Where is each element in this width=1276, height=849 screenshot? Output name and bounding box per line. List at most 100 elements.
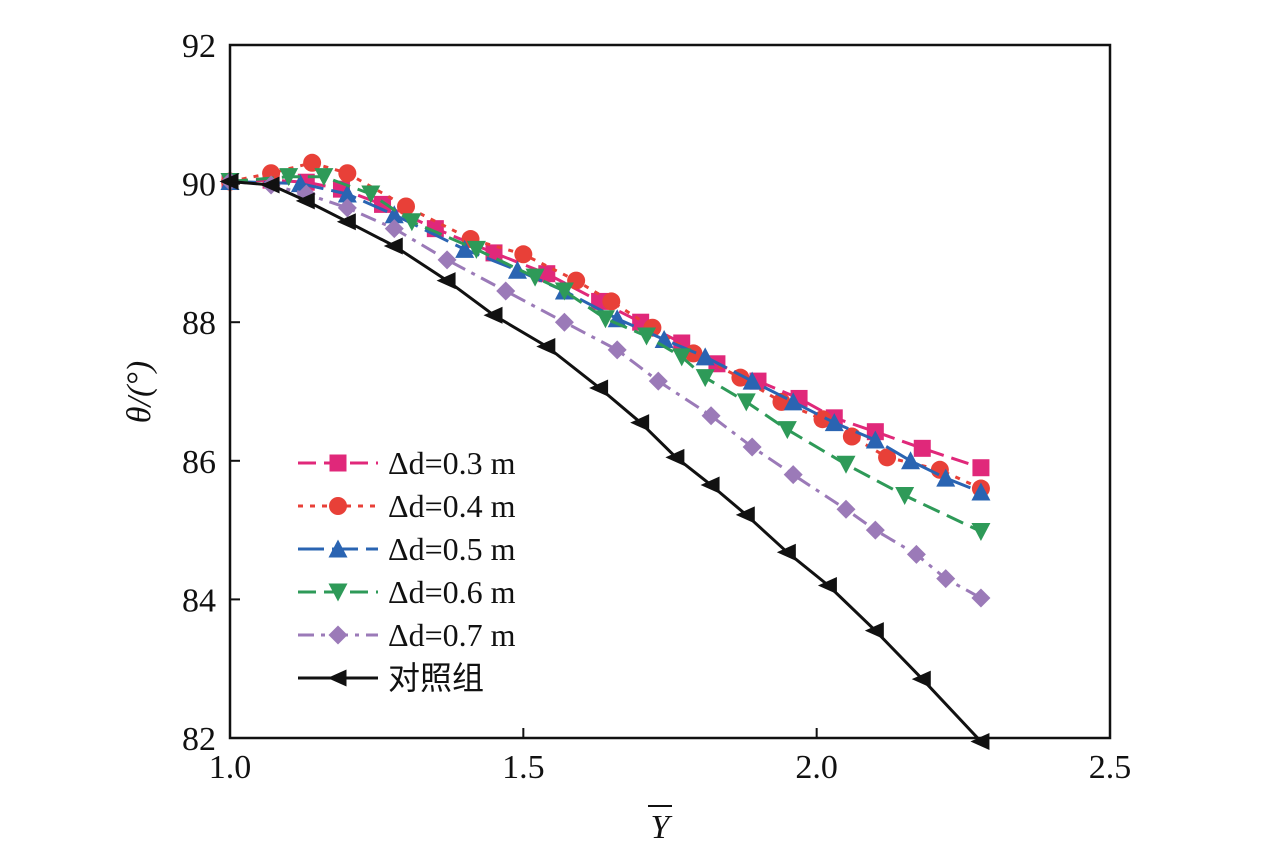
- data-point: [865, 520, 885, 540]
- data-point: [824, 413, 844, 432]
- data-point: [279, 168, 299, 187]
- data-point: [901, 451, 921, 470]
- data-point: [554, 282, 574, 301]
- data-point: [813, 410, 832, 429]
- series-3: [220, 172, 991, 501]
- data-point: [361, 185, 381, 204]
- series-layer: [219, 153, 991, 750]
- data-point: [397, 197, 415, 216]
- legend-entry: Δd=0.4 m: [298, 488, 516, 524]
- legend-entry: 对照组: [298, 660, 484, 696]
- data-point: [637, 327, 657, 346]
- x-tick-label: 2.0: [795, 749, 838, 786]
- data-point: [602, 292, 621, 311]
- data-point: [630, 414, 650, 432]
- data-point: [514, 245, 533, 264]
- y-tick-label: 90: [182, 167, 216, 204]
- legend-marker: [328, 539, 348, 558]
- data-point: [672, 348, 692, 367]
- data-point: [607, 340, 627, 360]
- x-tick-label: 1.0: [209, 749, 252, 786]
- data-point: [895, 486, 915, 505]
- data-point: [525, 268, 545, 287]
- data-point: [554, 312, 574, 332]
- legend-label: Δd=0.3 m: [388, 445, 516, 481]
- data-point: [384, 219, 404, 239]
- data-point: [865, 430, 885, 449]
- legend-marker: [327, 669, 347, 687]
- data-point: [971, 482, 991, 501]
- x-axis-title: Y: [651, 809, 673, 846]
- data-point: [483, 306, 503, 324]
- data-point: [665, 448, 685, 466]
- legend-label: Δd=0.5 m: [388, 531, 516, 567]
- data-point: [936, 468, 956, 487]
- data-point: [836, 499, 856, 519]
- data-point: [338, 164, 357, 183]
- data-point: [971, 522, 991, 541]
- data-point: [864, 622, 884, 640]
- data-point: [589, 379, 609, 397]
- series-4: [220, 168, 991, 541]
- data-point: [384, 205, 404, 224]
- legend-entry: Δd=0.3 m: [298, 445, 516, 481]
- data-point: [595, 310, 615, 329]
- data-point: [337, 184, 357, 203]
- y-tick-label: 82: [182, 721, 216, 758]
- legend-marker: [328, 625, 348, 645]
- data-point: [314, 168, 334, 187]
- data-point: [295, 192, 315, 210]
- data-point: [700, 476, 720, 494]
- data-point: [485, 244, 503, 262]
- y-tick-label: 92: [182, 28, 216, 65]
- data-point: [842, 427, 861, 446]
- legend-marker: [328, 583, 348, 602]
- data-point: [783, 465, 803, 485]
- series-line: [229, 175, 982, 533]
- data-point: [648, 371, 668, 391]
- data-point: [536, 337, 556, 355]
- data-point: [742, 437, 762, 457]
- legend-entry: Δd=0.5 m: [298, 531, 516, 567]
- data-point: [906, 544, 926, 564]
- data-point: [695, 369, 715, 388]
- legend-label: Δd=0.6 m: [388, 574, 516, 610]
- series-6: [219, 173, 990, 750]
- axis-ticks: [229, 44, 1111, 739]
- data-point: [735, 506, 755, 524]
- data-point: [695, 347, 715, 366]
- legend-label: Δd=0.7 m: [388, 617, 516, 653]
- data-point: [776, 543, 796, 561]
- axis-titles: Y θ/(°): [121, 361, 673, 846]
- y-tick-label: 86: [182, 444, 216, 481]
- x-tick-label: 2.5: [1089, 749, 1132, 786]
- legend-marker: [329, 454, 347, 472]
- legend: Δd=0.3 m Δd=0.4 m Δd=0.5 m Δd=0.6 m Δd=0.7 m…: [298, 445, 516, 696]
- legend-label: 对照组: [388, 660, 484, 696]
- data-point: [911, 670, 931, 688]
- y-tick-label: 88: [182, 305, 216, 342]
- data-point: [701, 406, 721, 426]
- legend-entry: Δd=0.7 m: [298, 617, 516, 653]
- data-point: [455, 239, 475, 258]
- x-tick-label: 1.5: [502, 749, 545, 786]
- data-point: [402, 213, 422, 232]
- axis-tick-labels: 1.0 1.5 2.0 2.5 82 84 86 88 90 92: [182, 28, 1131, 786]
- data-point: [817, 577, 837, 595]
- data-point: [466, 240, 486, 259]
- data-point: [436, 272, 456, 290]
- data-point: [496, 281, 516, 301]
- data-point: [783, 392, 803, 411]
- data-point: [337, 198, 357, 218]
- plot-frame: [228, 43, 1112, 740]
- legend-marker: [329, 497, 347, 515]
- data-point: [913, 439, 931, 457]
- data-point: [971, 588, 991, 608]
- data-point: [878, 448, 897, 467]
- data-point: [383, 237, 403, 255]
- data-point: [836, 455, 856, 474]
- data-point: [260, 176, 280, 194]
- data-point: [736, 393, 756, 412]
- data-point: [303, 153, 322, 172]
